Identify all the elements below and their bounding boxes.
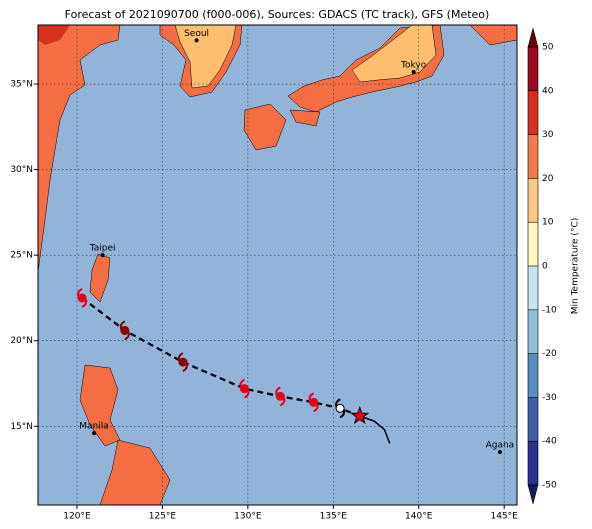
storm-symbol xyxy=(177,352,188,373)
map-area xyxy=(38,25,517,505)
land-china xyxy=(38,25,121,273)
colorbar-segment xyxy=(528,134,538,179)
storm-eye xyxy=(178,357,188,367)
colorbar-segment xyxy=(528,178,538,223)
lon-tick-label: 125°E xyxy=(149,512,177,522)
storm-symbol xyxy=(308,392,319,413)
storm-eye xyxy=(275,391,285,401)
colorbar-segment xyxy=(528,266,538,310)
lat-tick-label: 35°N xyxy=(10,80,33,90)
lon-tick-label: 135°E xyxy=(320,512,348,522)
colorbar-segment xyxy=(528,222,538,266)
colorbar-segment xyxy=(528,397,538,442)
city-marker xyxy=(497,449,502,454)
forecast-track xyxy=(359,415,391,444)
lon-tick-label: 120°E xyxy=(63,512,91,522)
city-marker xyxy=(194,38,199,43)
city-label: Taipei xyxy=(89,244,116,254)
lat-tick-label: 25°N xyxy=(10,251,33,261)
storm-eye xyxy=(77,293,87,303)
land-shikoku xyxy=(289,109,321,127)
storm-symbol xyxy=(275,386,286,407)
city-label: Manila xyxy=(79,422,109,432)
city-marker xyxy=(100,253,105,258)
colorbar-extend-bottom xyxy=(527,484,539,505)
lat-tick-label: 15°N xyxy=(10,422,33,432)
land-hokkaido xyxy=(469,25,517,46)
storm-symbol xyxy=(239,378,250,399)
storm-eye xyxy=(335,403,345,413)
storm-symbol xyxy=(119,320,130,341)
land-taiwan xyxy=(89,253,111,303)
colorbar-segment xyxy=(528,309,538,354)
land-kyushu xyxy=(243,103,287,151)
land-luzon xyxy=(79,364,121,447)
colorbar-segment xyxy=(528,441,538,485)
lon-tick-label: 145°E xyxy=(490,512,518,522)
lon-tick-label: 130°E xyxy=(234,512,262,522)
storm-eye xyxy=(309,397,319,407)
colorbar-tick-label: -30 xyxy=(542,393,557,403)
colorbar-segment xyxy=(528,90,538,135)
colorbar-tick-label: 50 xyxy=(542,43,554,53)
colorbar-segment xyxy=(528,353,538,398)
storm-eye xyxy=(239,384,249,394)
storm-symbol xyxy=(335,398,346,419)
ocean xyxy=(38,25,517,505)
colorbar-tick-label: -20 xyxy=(542,349,557,359)
city-marker xyxy=(92,431,97,436)
map-title: Forecast of 2021090700 (f000-006), Sourc… xyxy=(65,8,490,21)
colorbar-tick-label: 30 xyxy=(542,130,554,140)
colorbar-tick-label: 0 xyxy=(542,262,548,272)
storm-symbol xyxy=(77,288,88,308)
land-korea-inner xyxy=(174,25,237,89)
colorbar-tick-label: 10 xyxy=(542,218,554,228)
colorbar-segment xyxy=(528,47,538,91)
colorbar-label: Min Temperature (°C) xyxy=(571,218,581,315)
city-marker xyxy=(411,70,416,75)
land-visayas xyxy=(99,439,171,505)
map-frame xyxy=(37,24,518,506)
city-label: Agana xyxy=(486,440,515,450)
land-honshu-inner xyxy=(351,25,437,83)
lat-tick-label: 20°N xyxy=(10,336,33,346)
current-position xyxy=(350,406,370,425)
colorbar-tick-label: -40 xyxy=(542,437,557,447)
colorbar-tick-label: -10 xyxy=(542,305,557,315)
colorbar-tick-label: 40 xyxy=(542,86,554,96)
colorbar-tick-label: 20 xyxy=(542,174,554,184)
city-label: Seoul xyxy=(184,29,209,39)
colorbar-extend-top xyxy=(527,27,539,48)
land-warm-patch xyxy=(38,25,70,45)
lat-tick-label: 30°N xyxy=(10,165,33,175)
city-label: Tokyo xyxy=(400,61,427,71)
storm-eye xyxy=(120,325,130,335)
lon-tick-label: 140°E xyxy=(405,512,433,522)
colorbar-tick-label: -50 xyxy=(542,481,557,491)
